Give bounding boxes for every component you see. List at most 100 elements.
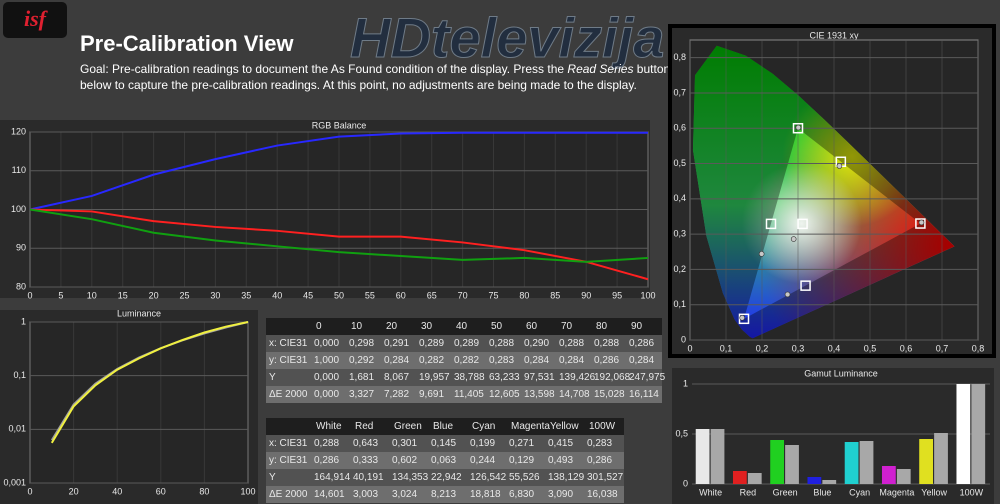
target-point	[765, 218, 777, 230]
table-row	[266, 469, 624, 486]
column-header: Green	[394, 421, 422, 432]
y-tick-label: 0,6	[673, 123, 686, 133]
cell: 0,282	[454, 355, 479, 366]
table-row	[266, 486, 624, 503]
x-tick-label: 0,5	[864, 343, 877, 353]
cell: 0,289	[419, 338, 444, 349]
x-tick-label: 20	[149, 290, 159, 300]
row-label: Y	[269, 372, 276, 383]
cell: 0,199	[470, 438, 495, 449]
cell: 0,289	[454, 338, 479, 349]
x-tick-label: Cyan	[849, 487, 870, 497]
x-tick-label: Yellow	[921, 487, 947, 497]
cell: 16,038	[587, 489, 618, 500]
measured-point	[758, 251, 765, 257]
column-header: 30	[421, 321, 433, 332]
cell: 0,284	[559, 355, 584, 366]
logo: isf	[24, 6, 49, 31]
x-tick-label: 0	[27, 290, 32, 300]
cell: 40,191	[353, 472, 384, 483]
cell: 0,288	[489, 338, 514, 349]
cell: 6,830	[509, 489, 534, 500]
y-tick-label: 1	[683, 378, 688, 388]
bar	[859, 441, 874, 484]
cell: 0,292	[349, 355, 374, 366]
column-header: Yellow	[550, 421, 579, 432]
cell: 18,818	[470, 489, 501, 500]
page-title: Pre-Calibration View	[80, 31, 294, 56]
bar	[896, 469, 911, 484]
cell: 0,000	[314, 338, 339, 349]
table-row	[266, 369, 662, 386]
target-point	[800, 280, 811, 291]
table-row	[266, 435, 624, 452]
cell: 0,000	[314, 389, 339, 400]
x-tick-label: 100W	[960, 487, 984, 497]
cell: 13,598	[524, 389, 555, 400]
cell: 12,605	[489, 389, 520, 400]
bar	[881, 466, 896, 484]
data-line	[29, 208, 649, 281]
x-tick-label: 85	[550, 290, 560, 300]
bar	[934, 433, 948, 484]
x-tick-label: 0,2	[756, 343, 769, 353]
cell: 0,244	[470, 455, 495, 466]
goal-start: Goal: Pre-calibration readings to docume…	[80, 62, 564, 76]
data-line	[50, 321, 249, 444]
x-tick-label: Green	[773, 487, 798, 497]
x-tick-label: 90	[581, 290, 591, 300]
measured-point	[836, 163, 843, 169]
cell: 97,531	[524, 372, 555, 383]
cell: 3,003	[353, 489, 378, 500]
cell: 0,063	[431, 455, 456, 466]
y-tick-label: 0,1	[673, 299, 686, 309]
cell: 0,145	[431, 438, 456, 449]
y-tick-label: 100	[11, 204, 26, 214]
row-label: ΔE 2000	[269, 489, 308, 500]
y-tick-label: 90	[16, 243, 26, 253]
cell: 14,708	[559, 389, 590, 400]
cell: 0,301	[392, 438, 417, 449]
target-point	[797, 218, 808, 230]
chart-title: Gamut Luminance	[804, 368, 878, 378]
x-tick-label: 0,7	[936, 343, 949, 353]
chart-title: RGB Balance	[312, 120, 367, 130]
column-header: Cyan	[472, 421, 495, 432]
cell: 247,975	[629, 372, 666, 383]
cell: 15,028	[594, 389, 625, 400]
target-point	[915, 218, 926, 229]
x-tick-label: Magenta	[879, 487, 914, 497]
cell: 138,129	[548, 472, 585, 483]
bar	[956, 384, 971, 484]
column-header: Blue	[433, 421, 453, 432]
x-tick-label: White	[699, 487, 722, 497]
column-header: 70	[561, 321, 573, 332]
column-header: Magenta	[511, 421, 550, 432]
cell: 8,213	[431, 489, 456, 500]
column-header: 10	[351, 321, 363, 332]
bar	[710, 429, 725, 484]
column-header: 90	[631, 321, 643, 332]
y-tick-label: 0,8	[673, 52, 686, 62]
cell: 164,914	[314, 472, 351, 483]
cell: 19,957	[419, 372, 450, 383]
logo-box	[3, 2, 67, 38]
x-tick-label: 20	[69, 486, 79, 496]
column-header: 80	[596, 321, 608, 332]
data-line	[29, 131, 648, 211]
x-tick-label: Blue	[813, 487, 831, 497]
x-tick-label: 0,3	[792, 343, 805, 353]
cell: 126,542	[470, 472, 507, 483]
x-tick-label: 25	[179, 290, 189, 300]
cell: 139,426	[559, 372, 596, 383]
locus-white	[741, 163, 862, 284]
cell: 0,333	[353, 455, 378, 466]
cell: 0,415	[548, 438, 573, 449]
chart-title: Luminance	[117, 308, 161, 318]
cell: 0,602	[392, 455, 417, 466]
cell: 0,288	[314, 438, 339, 449]
x-tick-label: 0	[27, 486, 32, 496]
x-tick-label: 0,8	[972, 343, 985, 353]
